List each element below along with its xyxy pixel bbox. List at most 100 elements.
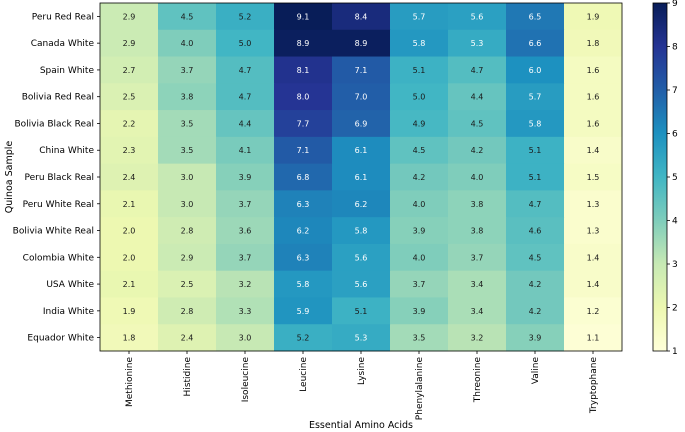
cell-value-label: 7.1 <box>297 146 310 155</box>
cell-value-label: 3.5 <box>181 119 194 128</box>
heatmap-cell <box>216 243 275 272</box>
heatmap-cell <box>216 29 275 57</box>
cell-value-label: 5.6 <box>471 12 484 21</box>
x-axis-title: Essential Amino Acids <box>309 420 413 431</box>
cell-value-label: 1.6 <box>587 66 600 75</box>
heatmap-cell <box>332 270 391 298</box>
cell-value-label: 2.9 <box>123 12 136 21</box>
heatmap-cell <box>158 29 217 57</box>
heatmap-cell <box>158 163 217 191</box>
colorbar-tick-labels: 1 2 3 4 5 6 7 8 9 <box>667 0 678 357</box>
cell-value-label: 1.4 <box>587 146 600 155</box>
y-tick-label: Equador White <box>27 334 94 344</box>
x-tick-label: Isoleucine <box>241 357 251 403</box>
heatmap-cell <box>216 270 275 298</box>
cell-value-label: 3.8 <box>471 200 484 209</box>
heatmap-cell <box>448 110 507 138</box>
heatmap-cell <box>564 3 623 31</box>
heatmap-cell <box>506 83 565 111</box>
heatmap-cell <box>158 110 217 138</box>
cell-value-label: 5.2 <box>297 334 310 343</box>
y-tick-label: China White <box>39 146 94 156</box>
heatmap-cell <box>216 110 275 138</box>
cell-value-label: 5.8 <box>529 119 542 128</box>
cell-value-label: 5.0 <box>413 93 426 102</box>
cell-value-label: 4.5 <box>413 146 426 155</box>
cell-value-label: 3.0 <box>181 200 194 209</box>
x-tick-label: Leucine <box>299 357 309 392</box>
cell-value-label: 4.2 <box>413 173 426 182</box>
heatmap-cell <box>274 110 333 138</box>
cell-value-label: 3.3 <box>239 307 252 316</box>
y-tick-label: USA White <box>46 280 94 290</box>
heatmap-cell <box>390 29 449 57</box>
cell-value-label: 4.7 <box>239 66 252 75</box>
cell-value-label: 4.2 <box>471 146 484 155</box>
heatmap-cell <box>506 136 565 165</box>
cell-value-label: 5.6 <box>355 253 368 262</box>
heatmap-cell <box>158 83 217 111</box>
cell-value-label: 5.2 <box>239 12 252 21</box>
cell-value-label: 2.8 <box>181 307 194 316</box>
heatmap-cell <box>274 270 333 298</box>
cell-value-label: 3.4 <box>471 307 484 316</box>
y-tick-label: Bolivia White Real <box>13 227 94 237</box>
heatmap-cell <box>100 3 159 31</box>
cell-value-label: 4.9 <box>413 119 426 128</box>
cell-value-label: 1.6 <box>587 119 600 128</box>
cell-value-label: 1.8 <box>123 334 136 343</box>
heatmap-cell <box>274 56 333 84</box>
heatmap-cell <box>100 217 159 245</box>
cell-value-label: 8.9 <box>297 39 310 48</box>
cell-value-label: 4.7 <box>471 66 484 75</box>
cell-value-label: 3.9 <box>239 173 252 182</box>
cell-value-label: 3.5 <box>181 146 194 155</box>
heatmap-cell <box>216 297 275 325</box>
cell-value-label: 6.1 <box>355 146 368 155</box>
x-tick-labels: Methionine Histidine Isoleucine Leucine Lysi… <box>125 351 599 420</box>
heatmap-cell <box>332 29 391 57</box>
heatmap-cell <box>216 83 275 111</box>
heatmap-cell <box>100 190 159 218</box>
heatmap-cell <box>332 56 391 84</box>
cell-value-label: 1.2 <box>587 307 600 316</box>
cell-value-label: 3.9 <box>413 227 426 236</box>
heatmap-cell <box>564 217 623 245</box>
colorbar-tick-label: 3 <box>672 260 678 270</box>
cell-value-label: 1.1 <box>587 334 600 343</box>
colorbar-tick-label: 9 <box>672 0 678 9</box>
cell-value-label: 5.8 <box>297 280 310 289</box>
heatmap-cell <box>564 297 623 325</box>
heatmap-cell <box>158 56 217 84</box>
heatmap-cell <box>390 163 449 191</box>
cell-value-label: 9.1 <box>297 12 310 21</box>
x-tick-label: Histidine <box>183 357 193 397</box>
cell-value-label: 1.4 <box>587 280 600 289</box>
x-tick-label: Valine <box>531 357 541 385</box>
cell-value-label: 1.3 <box>587 200 600 209</box>
colorbar-tick-label: 2 <box>672 304 678 314</box>
x-tick-label: Threonine <box>473 357 483 404</box>
colorbar-tick-label: 5 <box>672 173 678 183</box>
cell-value-label: 5.0 <box>239 39 252 48</box>
y-tick-label: Spain White <box>40 66 95 76</box>
cell-value-label: 4.0 <box>471 173 484 182</box>
cell-value-label: 6.1 <box>355 173 368 182</box>
heatmap-cell <box>158 217 217 245</box>
cell-value-label: 3.7 <box>239 200 252 209</box>
cell-value-label: 4.2 <box>529 307 542 316</box>
heatmap-cell <box>100 324 159 352</box>
cell-value-label: 6.8 <box>297 173 310 182</box>
heatmap-cell <box>274 190 333 218</box>
cell-value-label: 1.6 <box>587 93 600 102</box>
heatmap-cell <box>448 324 507 352</box>
cell-value-label: 1.9 <box>587 12 600 21</box>
cell-value-label: 6.0 <box>529 66 542 75</box>
heatmap-cell <box>390 217 449 245</box>
heatmap-cell <box>564 190 623 218</box>
cell-value-label: 4.2 <box>529 280 542 289</box>
heatmap-cell <box>274 136 333 165</box>
cell-value-label: 2.3 <box>123 146 136 155</box>
cell-value-label: 4.0 <box>181 39 194 48</box>
cell-value-label: 8.1 <box>297 66 310 75</box>
